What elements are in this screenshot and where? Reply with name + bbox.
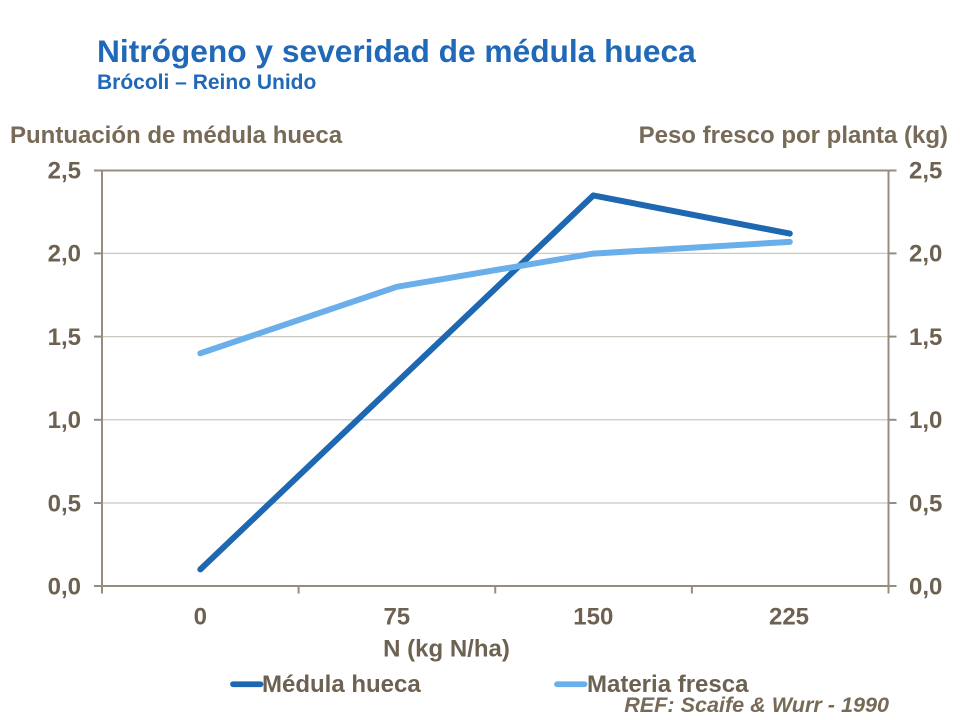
svg-text:150: 150 <box>573 604 613 631</box>
svg-text:REF: Scaife & Wurr - 1990: REF: Scaife & Wurr - 1990 <box>624 692 889 717</box>
svg-text:2,5: 2,5 <box>48 158 81 185</box>
svg-text:1,5: 1,5 <box>48 324 81 351</box>
svg-text:0,5: 0,5 <box>909 490 942 517</box>
svg-text:75: 75 <box>383 604 410 631</box>
svg-text:Nitrógeno y severidad de médul: Nitrógeno y severidad de médula hueca <box>97 33 696 69</box>
svg-text:225: 225 <box>769 604 809 631</box>
svg-text:Brócoli – Reino Unido: Brócoli – Reino Unido <box>97 71 316 94</box>
svg-text:Peso fresco por planta (kg): Peso fresco por planta (kg) <box>639 122 948 149</box>
svg-text:Puntuación de médula hueca: Puntuación de médula hueca <box>10 122 343 149</box>
svg-text:1,5: 1,5 <box>909 324 942 351</box>
svg-text:1,0: 1,0 <box>909 407 942 434</box>
svg-text:0,0: 0,0 <box>909 574 942 601</box>
svg-text:1,0: 1,0 <box>48 407 81 434</box>
svg-text:Materia fresca: Materia fresca <box>587 671 749 698</box>
svg-text:0,5: 0,5 <box>48 490 81 517</box>
svg-text:2,5: 2,5 <box>909 158 942 185</box>
svg-text:0: 0 <box>194 604 207 631</box>
svg-text:0,0: 0,0 <box>48 574 81 601</box>
svg-text:2,0: 2,0 <box>48 241 81 268</box>
svg-text:Médula hueca: Médula hueca <box>262 671 421 698</box>
svg-text:2,0: 2,0 <box>909 241 942 268</box>
svg-text:N (kg N/ha): N (kg N/ha) <box>383 636 510 663</box>
